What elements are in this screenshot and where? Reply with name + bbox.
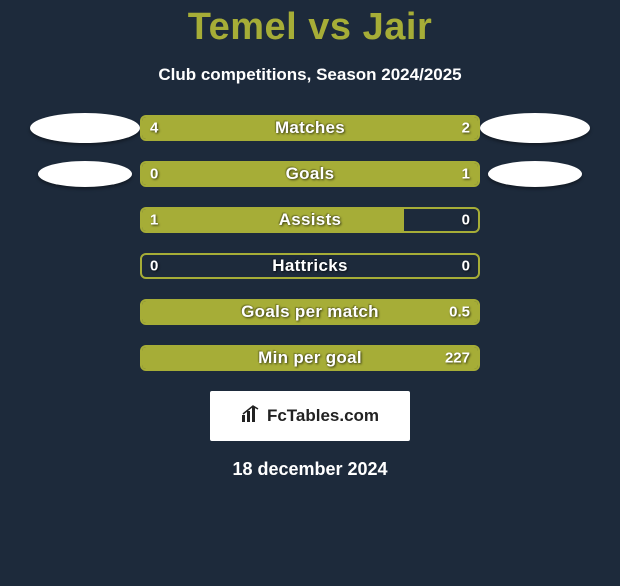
stat-row: 1Assists0 [0,207,620,233]
bar-fill-right [142,301,478,323]
page-title: Temel vs Jair [0,6,620,49]
player-avatar-left [38,161,132,187]
stat-row: Goals per match0.5 [0,299,620,325]
stat-bar: 4Matches2 [140,115,480,141]
bar-fill-right [142,163,478,185]
bar-fill-right [142,347,478,369]
stat-value-left: 0 [150,166,158,183]
stat-value-right: 0.5 [449,304,470,321]
stat-row: 0Goals1 [0,161,620,187]
avatar-slot-right [480,161,590,187]
stat-bar: Min per goal227 [140,345,480,371]
player-avatar-left [30,113,140,143]
avatar-slot-left [30,113,140,143]
stat-bar: 1Assists0 [140,207,480,233]
stat-row: 4Matches2 [0,115,620,141]
stat-row: 0Hattricks0 [0,253,620,279]
subtitle: Club competitions, Season 2024/2025 [0,65,620,85]
logo-text: FcTables.com [267,406,379,426]
stat-bar: Goals per match0.5 [140,299,480,325]
stat-value-left: 0 [150,258,158,275]
stat-bar: 0Hattricks0 [140,253,480,279]
stat-value-right: 0 [462,212,470,229]
stat-value-right: 227 [445,350,470,367]
stat-value-right: 2 [462,120,470,137]
avatar-slot-left [30,161,140,187]
stats-comparison: 4Matches20Goals11Assists00Hattricks0Goal… [0,115,620,371]
bar-fill-left [142,117,366,139]
stat-value-right: 1 [462,166,470,183]
stat-value-left: 1 [150,212,158,229]
stat-bar: 0Goals1 [140,161,480,187]
date-text: 18 december 2024 [0,459,620,480]
stat-label: Hattricks [142,256,478,276]
logo-box: FcTables.com [210,391,410,441]
player-avatar-right [488,161,582,187]
bar-fill-left [142,209,404,231]
stat-value-left: 4 [150,120,158,137]
logo: FcTables.com [241,405,379,428]
stat-value-right: 0 [462,258,470,275]
player-avatar-right [480,113,590,143]
chart-icon [241,405,263,428]
avatar-slot-right [480,113,590,143]
stat-row: Min per goal227 [0,345,620,371]
